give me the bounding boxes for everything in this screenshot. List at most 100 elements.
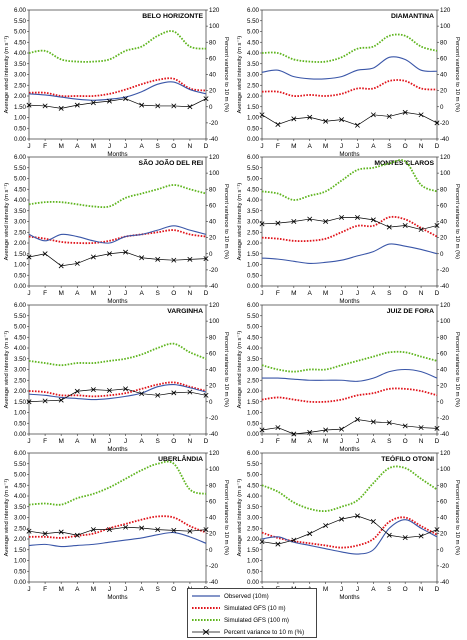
- panel-title: JUIZ DE FORA: [387, 308, 434, 315]
- series-line-gfs100: [28, 460, 207, 506]
- y-tick-label: 5.00: [247, 472, 260, 479]
- y-tick-label: 4.00: [14, 197, 27, 204]
- y-tick-label: 4.00: [14, 345, 27, 352]
- variance-point: [74, 102, 80, 108]
- variance-point: [90, 387, 96, 393]
- y2-tick-label: 80: [440, 482, 447, 489]
- y-tick-label: 1.50: [14, 104, 27, 111]
- y-tick-label: 3.00: [247, 367, 260, 374]
- legend-swatch-observed: [192, 595, 220, 597]
- y2-tick-label: -20: [440, 267, 450, 274]
- y2-tick-label: -20: [209, 415, 219, 422]
- x-tick-label: F: [276, 438, 280, 445]
- variance-point: [275, 220, 281, 226]
- y-axis-title: Average wind intensity (m s⁻¹): [4, 331, 10, 409]
- y-tick-label: 0.50: [14, 568, 27, 575]
- x-tick-label: A: [371, 438, 376, 445]
- y2-tick-label: 120: [209, 154, 220, 161]
- y-tick-label: 4.00: [247, 493, 260, 500]
- variance-point: [291, 537, 297, 543]
- x-tick-label: O: [171, 290, 176, 297]
- x-axis-title: Months: [339, 151, 359, 158]
- y2-tick-label: 100: [209, 23, 220, 30]
- y2-tick-label: 20: [440, 235, 447, 242]
- y2-axis-title: Percent variance to 10 m (%): [223, 480, 229, 555]
- y-tick-label: 3.50: [14, 504, 27, 511]
- variance-point: [187, 104, 193, 110]
- x-tick-label: J: [340, 438, 343, 445]
- y-tick-label: 4.50: [14, 334, 27, 341]
- variance-point: [307, 429, 313, 435]
- series-line-gfs10: [261, 387, 438, 403]
- x-tick-label: N: [419, 290, 424, 297]
- variance-point: [434, 527, 440, 533]
- x-tick-label: J: [356, 143, 359, 150]
- y-tick-label: 0.50: [14, 272, 27, 279]
- panel-varginha: 0.00 0.50 1.00 1.50 2.00 2.50 3.00 3.50 4.00 4.50…: [4, 302, 229, 453]
- y-tick-label: 4.00: [14, 493, 27, 500]
- y-axis-title: Average wind intensity (m s⁻¹): [237, 183, 243, 261]
- y2-tick-label: 60: [440, 498, 447, 505]
- variance-point: [354, 513, 360, 519]
- y-tick-label: 0.00: [14, 136, 27, 143]
- series-line-gfs10: [261, 516, 438, 549]
- panel-sao-joao-del-rei-frame: [28, 156, 207, 287]
- series-line-variance: [28, 251, 207, 267]
- x-tick-label: D: [204, 290, 209, 297]
- x-tick-label: A: [139, 143, 144, 150]
- y2-tick-label: -20: [209, 563, 219, 570]
- series-line-gfs10: [28, 381, 207, 398]
- x-tick-label: J: [260, 290, 263, 297]
- x-tick-label: J: [27, 290, 30, 297]
- y-tick-label: 5.50: [14, 461, 27, 468]
- variance-point: [418, 533, 424, 539]
- variance-point: [187, 256, 193, 262]
- series-line-gfs10: [261, 215, 438, 243]
- y-axis-title: Average wind intensity (m s⁻¹): [4, 479, 10, 557]
- y2-tick-label: 100: [209, 318, 220, 325]
- x-tick-label: J: [124, 290, 127, 297]
- y-tick-label: 2.00: [247, 536, 260, 543]
- y2-tick-label: 60: [440, 55, 447, 62]
- panel-title: VARGINHA: [167, 308, 203, 315]
- x-tick-label: M: [291, 438, 296, 445]
- x-tick-label: A: [75, 290, 80, 297]
- series-line-variance: [261, 419, 438, 435]
- y-tick-label: 4.50: [14, 186, 27, 193]
- legend: Observed (10m) Simulated GFS (10 m) Simu…: [187, 588, 317, 638]
- y2-tick-label: 0: [440, 104, 444, 111]
- y2-tick-label: 20: [440, 88, 447, 95]
- y-axis-title: Average wind intensity (m s⁻¹): [237, 36, 243, 114]
- variance-point: [323, 219, 329, 224]
- variance-point: [307, 114, 313, 120]
- variance-point: [139, 391, 145, 397]
- x-tick-label: M: [323, 438, 328, 445]
- variance-point: [339, 214, 345, 220]
- x-tick-label: J: [108, 290, 111, 297]
- y2-tick-label: 100: [440, 23, 451, 30]
- variance-point: [339, 426, 345, 432]
- x-tick-label: A: [139, 586, 144, 593]
- variance-point: [354, 122, 360, 128]
- legend-item-observed: Observed (10m): [191, 591, 269, 601]
- x-axis-title: Months: [107, 446, 127, 453]
- variance-point: [155, 527, 161, 533]
- legend-swatch-variance: [192, 629, 220, 635]
- y-tick-label: 1.00: [14, 262, 27, 269]
- y-tick-label: 5.50: [247, 461, 260, 468]
- x-tick-label: N: [419, 586, 424, 593]
- y-tick-label: 2.50: [247, 82, 260, 89]
- variance-point: [418, 112, 424, 118]
- y2-tick-label: 60: [209, 202, 216, 209]
- y2-tick-label: 80: [440, 186, 447, 193]
- y2-tick-label: 40: [440, 515, 447, 522]
- variance-point: [370, 217, 376, 223]
- variance-point: [171, 103, 177, 109]
- x-tick-label: D: [204, 143, 209, 150]
- x-tick-label: A: [139, 438, 144, 445]
- variance-point: [106, 251, 112, 257]
- y2-tick-label: 20: [440, 383, 447, 390]
- x-tick-label: A: [371, 290, 376, 297]
- y-tick-label: 5.00: [14, 29, 27, 36]
- y-tick-label: 0.00: [247, 136, 260, 143]
